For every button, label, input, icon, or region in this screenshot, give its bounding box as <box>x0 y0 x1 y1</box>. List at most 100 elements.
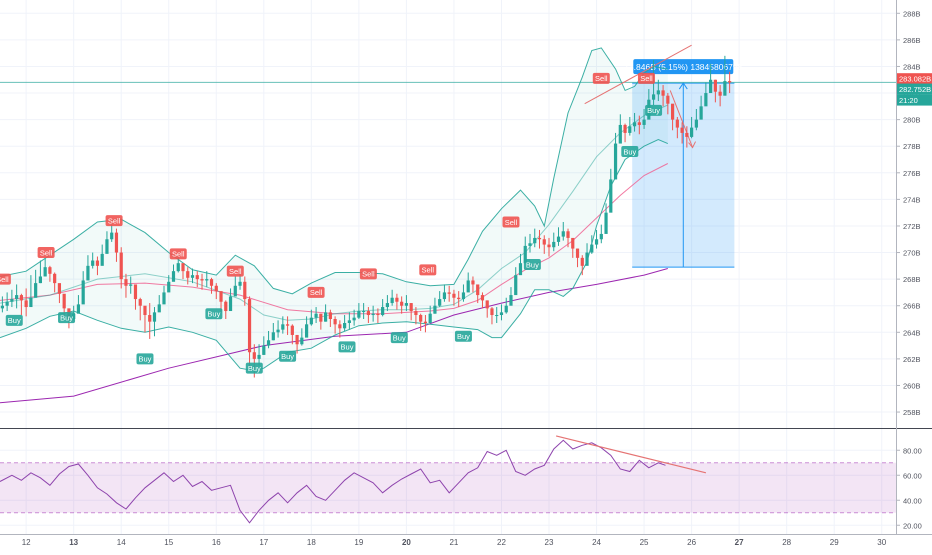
time-axis-tick-label: 26 <box>687 538 696 547</box>
candle <box>171 264 176 282</box>
candle-body <box>704 93 708 107</box>
candle <box>233 276 237 297</box>
candle-body <box>585 252 589 266</box>
candle-body <box>343 322 347 329</box>
candle <box>133 284 138 310</box>
sell-signal-background <box>37 247 55 259</box>
candle-body <box>556 236 561 242</box>
candle-body <box>271 332 275 341</box>
bollinger-fill-layer <box>0 47 668 371</box>
time-axis-tick-label: 15 <box>164 538 173 547</box>
price-axis[interactable]: 258B 260B 262B 264B 266B 268B 270B 272B 274B 276B… <box>896 9 921 417</box>
buy-signal-label: Buy <box>248 364 261 373</box>
candle <box>442 284 447 302</box>
candle-body <box>547 244 551 248</box>
candle <box>704 82 708 107</box>
candle-body <box>599 233 603 240</box>
time-axis-tick-label: 29 <box>830 538 839 547</box>
price-axis-tick-label: 278B <box>903 142 921 151</box>
candle <box>485 300 489 318</box>
candle-body <box>371 313 375 316</box>
candle-body <box>651 94 656 100</box>
candle <box>594 229 599 249</box>
divergence-line-line <box>555 435 707 474</box>
candle-body <box>694 119 698 128</box>
buy-signal: Buy <box>279 350 297 362</box>
candle-body <box>209 279 214 286</box>
candle-body <box>642 119 646 125</box>
candle <box>285 316 290 335</box>
candle <box>690 116 694 139</box>
oscillator-band-layer <box>0 462 896 514</box>
candle <box>262 336 266 355</box>
candle <box>224 300 228 320</box>
sell-signal-label: Sell <box>40 248 53 257</box>
candle-body <box>542 239 546 245</box>
band-middle-line <box>0 104 669 321</box>
candle-body <box>309 317 313 325</box>
candle-body <box>43 267 47 277</box>
price-axis-tick-label: 274B <box>903 195 921 204</box>
candle <box>338 320 342 338</box>
oscillator-layer <box>0 435 707 524</box>
candle <box>452 289 456 306</box>
candle <box>661 85 665 107</box>
candle-body <box>400 301 404 306</box>
buy-signal-background <box>454 330 472 342</box>
candle <box>114 228 119 262</box>
buy-signal: Buy <box>645 104 663 116</box>
candle-body <box>447 292 451 294</box>
candle-body <box>176 263 180 272</box>
candle-body <box>466 280 470 293</box>
candle <box>580 255 584 276</box>
candle-body <box>709 79 713 94</box>
candle-body <box>224 301 228 312</box>
buy-signal: Buy <box>338 341 356 353</box>
candle-body <box>228 296 233 312</box>
candle <box>371 305 375 322</box>
candle-body <box>205 279 209 281</box>
countdown-label-background <box>897 94 932 106</box>
candle <box>124 273 128 298</box>
candle-body <box>438 299 442 306</box>
candle <box>390 289 394 306</box>
candle-body <box>29 297 33 308</box>
candle-body <box>414 311 418 316</box>
time-axis[interactable]: 12 13 14 15 16 17 18 19 20 21 22 23 24 25 26 27 28 29 30 <box>22 538 887 547</box>
candle-body <box>518 263 523 276</box>
candle <box>632 112 637 132</box>
sell-signal-background <box>502 216 520 228</box>
candle <box>433 297 437 314</box>
candle <box>637 115 641 135</box>
candle-body <box>24 300 28 308</box>
candle-body <box>91 260 95 266</box>
candle <box>357 303 361 320</box>
buy-signal-background <box>645 104 663 116</box>
oscillator-axis-tick-label: 40.00 <box>903 496 922 505</box>
candle <box>523 236 527 264</box>
candle-body <box>181 263 185 272</box>
candle <box>57 283 62 304</box>
candle-body <box>338 324 342 329</box>
candle <box>533 228 537 248</box>
buy-signal: Buy <box>390 332 408 344</box>
candle <box>15 284 19 309</box>
candle-body <box>699 106 703 120</box>
candle-body <box>276 329 280 333</box>
signal-labels-layer: Sell Buy Sell Buy Sell Buy Sell Buy Sell Buy Buy Se… <box>0 72 663 374</box>
buy-signal-label: Buy <box>281 352 294 361</box>
candle-body <box>252 352 256 359</box>
sell-signal-background <box>419 264 437 276</box>
candle-body <box>433 305 437 314</box>
candle-body <box>295 334 299 345</box>
candle-body <box>476 284 480 296</box>
candle-body <box>666 95 670 104</box>
candle <box>167 275 171 293</box>
candle-body <box>352 317 356 321</box>
candle-body <box>105 239 109 254</box>
buy-signal-background <box>523 259 541 271</box>
oscillator-axis[interactable]: 20.00 40.00 60.00 80.00 <box>896 446 922 530</box>
candle <box>628 116 632 136</box>
time-axis-tick-label: 28 <box>782 538 791 547</box>
